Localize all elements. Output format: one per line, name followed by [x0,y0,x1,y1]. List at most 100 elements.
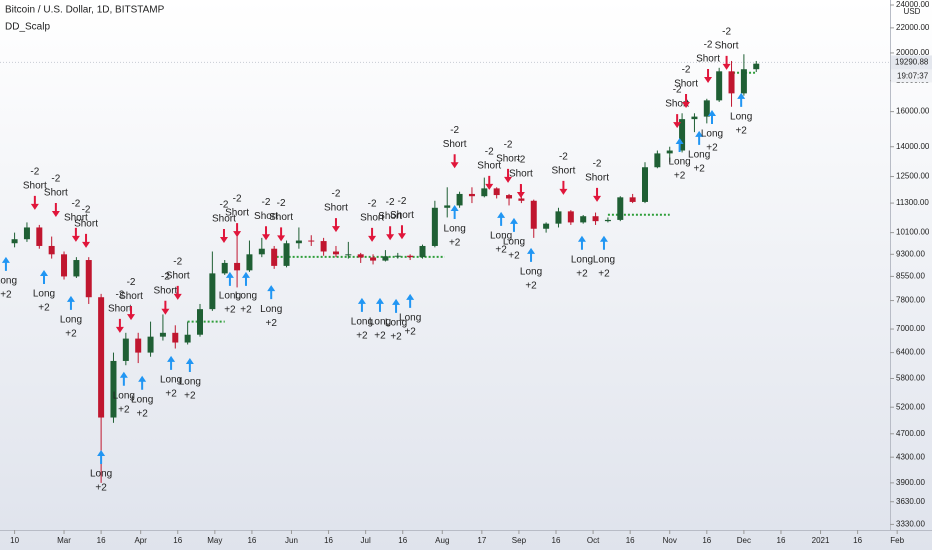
candle-body [691,116,698,120]
candle-body [172,332,179,343]
candle-body [394,255,401,257]
signal-label: Short [166,271,190,282]
signal-label: Short [496,154,520,165]
signal-qty: -2 [504,140,513,151]
signal-label: Long [235,290,257,301]
signal-label: Short [225,208,249,219]
last-price-badge [891,55,932,70]
signal-qty: -2 [127,277,136,288]
x-tick-label: May [207,536,222,545]
candle-body [23,227,30,240]
signal-qty: -2 [233,194,242,205]
short-arrow [386,226,395,241]
signal-label: Long [179,377,201,388]
y-tick-label: 9300.00 [896,249,925,258]
candle-body [184,334,191,343]
candle-body [135,338,142,353]
signal-qty: +2 [356,331,368,342]
short-arrow [516,184,525,199]
signal-qty: -2 [30,167,39,178]
signal-qty: +2 [390,332,402,343]
long-arrow [66,295,75,310]
signal-label: Short [585,173,609,184]
signal-label: Long [520,267,542,278]
candle-body [444,205,451,208]
signal-label: Short [212,214,236,225]
signal-qty: -2 [386,197,395,208]
axis-unit: USD [904,7,921,16]
short-arrow [82,233,91,248]
long-arrow [267,285,276,300]
signal-qty: +2 [38,303,50,314]
long-arrow [577,235,586,250]
long-arrow [40,270,49,285]
y-tick-label: 3900.00 [896,478,925,487]
y-tick-label: 6400.00 [896,348,925,357]
y-tick-label: 22000.00 [896,23,930,32]
candle-body [493,188,500,196]
signal-qty: -2 [704,40,713,51]
long-arrow [675,138,684,153]
signal-qty: -2 [368,199,377,210]
candle-body [122,338,129,361]
signal-qty: +2 [495,244,507,255]
signal-label: Long [369,317,391,328]
signal-label: Short [44,188,68,199]
signal-label: Long [60,315,82,326]
signal-qty: -2 [516,155,525,166]
candle-body [271,248,278,266]
y-tick-label: 5800.00 [896,374,925,383]
signal-qty: +2 [265,318,277,329]
candle-body [345,254,352,256]
candle-body [36,227,43,246]
candle-body [567,211,574,223]
signal-label: Short [665,99,689,110]
long-arrow [527,247,536,262]
short-arrow [161,300,170,315]
signal-label: Short [551,165,575,176]
x-tick-label: Aug [435,536,449,545]
candle-body [518,198,525,201]
candle-body [308,240,315,242]
signal-qty: +2 [693,164,705,175]
signal-qty: -2 [450,125,459,136]
y-tick-label: 8550.00 [896,272,925,281]
candle-body [753,63,760,70]
signal-label: Short [74,219,98,230]
signal-label: Long [219,290,241,301]
signal-label: Long [385,318,407,329]
signal-label: Short [360,213,384,224]
x-tick-label: 16 [97,536,106,545]
long-arrow [167,355,176,370]
short-arrow [115,318,124,333]
x-tick-label: 16 [552,536,561,545]
candle-body [283,243,290,266]
candle-body [728,71,735,94]
signal-label: Long [260,304,282,315]
long-arrow [119,371,128,386]
x-tick-label: Jun [285,536,298,545]
y-tick-label: 5200.00 [896,402,925,411]
signal-label: Short [64,213,88,224]
candle-body [604,219,611,222]
long-arrow [375,297,384,312]
signal-qty: -2 [485,147,494,158]
y-tick-label: 3630.00 [896,497,925,506]
signal-qty: -2 [82,205,91,216]
candle-body [85,260,92,298]
candle-body [617,197,624,220]
signal-qty: -2 [332,189,341,200]
x-tick-label: Jul [361,536,371,545]
signal-qty: -2 [71,199,80,210]
long-arrow [695,130,704,145]
long-arrow [185,357,194,372]
candle-body [740,69,747,94]
signal-label: Long [668,157,690,168]
candle-body [580,216,587,223]
y-tick-label: 10100.00 [896,228,930,237]
long-arrow [737,92,746,107]
candle-body [221,262,228,274]
x-tick-label: Dec [737,536,751,545]
short-arrow [219,228,228,243]
candle-body [407,255,414,258]
